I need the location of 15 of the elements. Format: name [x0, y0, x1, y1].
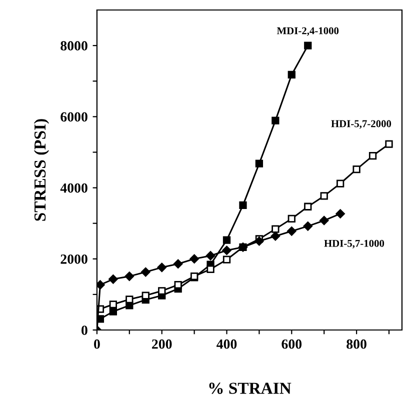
y-tick-label: 2000 — [60, 254, 88, 264]
y-axis-title: STRESS (PSI) — [34, 119, 50, 221]
y-tick-label: 0 — [82, 326, 88, 335]
x-tick-label: 800 — [346, 339, 366, 349]
x-tick-label: 600 — [282, 339, 302, 349]
series-label: HDI-5,7-1000 — [324, 240, 384, 248]
y-tick-label: 4000 — [60, 183, 88, 193]
y-tick-label: 8000 — [60, 41, 88, 51]
series-label: MDI-2,4-1000 — [276, 27, 339, 36]
x-tick-label: 200 — [152, 339, 172, 349]
x-axis-title: % STRAIN — [209, 382, 292, 394]
y-tick-label: 6000 — [60, 112, 88, 122]
x-tick-label: 400 — [216, 339, 237, 349]
series-label: HDI-5,7-2000 — [331, 120, 392, 129]
x-tick-label: 0 — [94, 339, 100, 349]
